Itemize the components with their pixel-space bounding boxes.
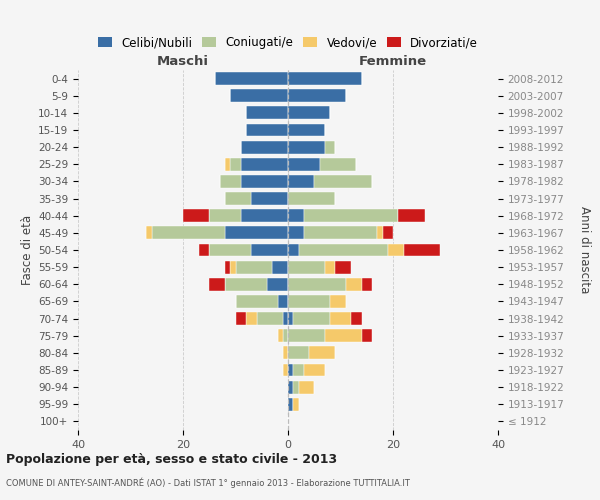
Bar xyxy=(225,192,251,205)
Bar xyxy=(283,330,288,342)
Bar xyxy=(225,278,267,290)
Bar xyxy=(325,140,335,153)
Bar xyxy=(320,158,356,170)
Bar xyxy=(288,330,325,342)
Bar xyxy=(288,244,299,256)
Bar xyxy=(346,278,361,290)
Y-axis label: Fasce di età: Fasce di età xyxy=(21,215,34,285)
Bar xyxy=(293,312,330,325)
Bar xyxy=(241,175,288,188)
Bar xyxy=(209,278,225,290)
Text: Maschi: Maschi xyxy=(157,56,209,68)
Bar xyxy=(241,140,288,153)
Bar xyxy=(288,260,325,274)
Bar xyxy=(309,346,335,360)
Bar xyxy=(330,312,351,325)
Bar xyxy=(304,210,398,222)
Bar xyxy=(325,260,335,274)
Bar xyxy=(288,158,320,170)
Bar xyxy=(330,295,346,308)
Bar xyxy=(272,260,288,274)
Bar xyxy=(283,346,288,360)
Bar xyxy=(288,226,304,239)
Bar xyxy=(398,210,425,222)
Bar xyxy=(183,210,209,222)
Bar xyxy=(288,106,330,120)
Bar xyxy=(283,364,288,376)
Bar xyxy=(288,124,325,136)
Text: Popolazione per età, sesso e stato civile - 2013: Popolazione per età, sesso e stato civil… xyxy=(6,452,337,466)
Bar xyxy=(267,278,288,290)
Bar xyxy=(283,312,288,325)
Bar xyxy=(288,398,293,410)
Bar xyxy=(246,124,288,136)
Bar xyxy=(293,364,304,376)
Bar xyxy=(288,380,293,394)
Bar xyxy=(288,72,361,85)
Bar xyxy=(404,244,440,256)
Y-axis label: Anni di nascita: Anni di nascita xyxy=(578,206,592,294)
Bar xyxy=(230,260,235,274)
Bar xyxy=(288,312,293,325)
Bar xyxy=(288,346,309,360)
Bar xyxy=(209,244,251,256)
Bar xyxy=(235,312,246,325)
Bar xyxy=(209,210,241,222)
Bar xyxy=(151,226,225,239)
Bar xyxy=(230,158,241,170)
Bar xyxy=(361,330,372,342)
Bar xyxy=(220,175,241,188)
Bar xyxy=(235,295,277,308)
Bar xyxy=(277,330,283,342)
Bar xyxy=(304,226,377,239)
Bar xyxy=(288,210,304,222)
Bar xyxy=(299,380,314,394)
Bar xyxy=(225,260,230,274)
Bar xyxy=(314,175,372,188)
Bar xyxy=(199,244,209,256)
Bar xyxy=(251,244,288,256)
Bar xyxy=(361,278,372,290)
Bar xyxy=(377,226,383,239)
Legend: Celibi/Nubili, Coniugati/e, Vedovi/e, Divorziati/e: Celibi/Nubili, Coniugati/e, Vedovi/e, Di… xyxy=(94,32,482,53)
Bar xyxy=(230,90,288,102)
Bar xyxy=(299,244,388,256)
Bar xyxy=(351,312,361,325)
Bar xyxy=(246,106,288,120)
Bar xyxy=(225,226,288,239)
Bar xyxy=(288,364,293,376)
Bar xyxy=(293,380,299,394)
Bar xyxy=(251,192,288,205)
Bar xyxy=(288,192,335,205)
Bar xyxy=(383,226,393,239)
Bar xyxy=(225,158,230,170)
Text: Femmine: Femmine xyxy=(359,56,427,68)
Bar xyxy=(241,158,288,170)
Bar xyxy=(146,226,151,239)
Bar xyxy=(235,260,272,274)
Bar xyxy=(388,244,404,256)
Bar xyxy=(246,312,257,325)
Text: COMUNE DI ANTEY-SAINT-ANDRÉ (AO) - Dati ISTAT 1° gennaio 2013 - Elaborazione TUT: COMUNE DI ANTEY-SAINT-ANDRÉ (AO) - Dati … xyxy=(6,478,410,488)
Bar xyxy=(288,278,346,290)
Bar xyxy=(288,90,346,102)
Bar xyxy=(293,398,299,410)
Bar xyxy=(215,72,288,85)
Bar xyxy=(304,364,325,376)
Bar xyxy=(241,210,288,222)
Bar xyxy=(288,175,314,188)
Bar xyxy=(257,312,283,325)
Bar xyxy=(325,330,361,342)
Bar xyxy=(335,260,351,274)
Bar xyxy=(288,140,325,153)
Bar xyxy=(288,295,330,308)
Bar xyxy=(277,295,288,308)
